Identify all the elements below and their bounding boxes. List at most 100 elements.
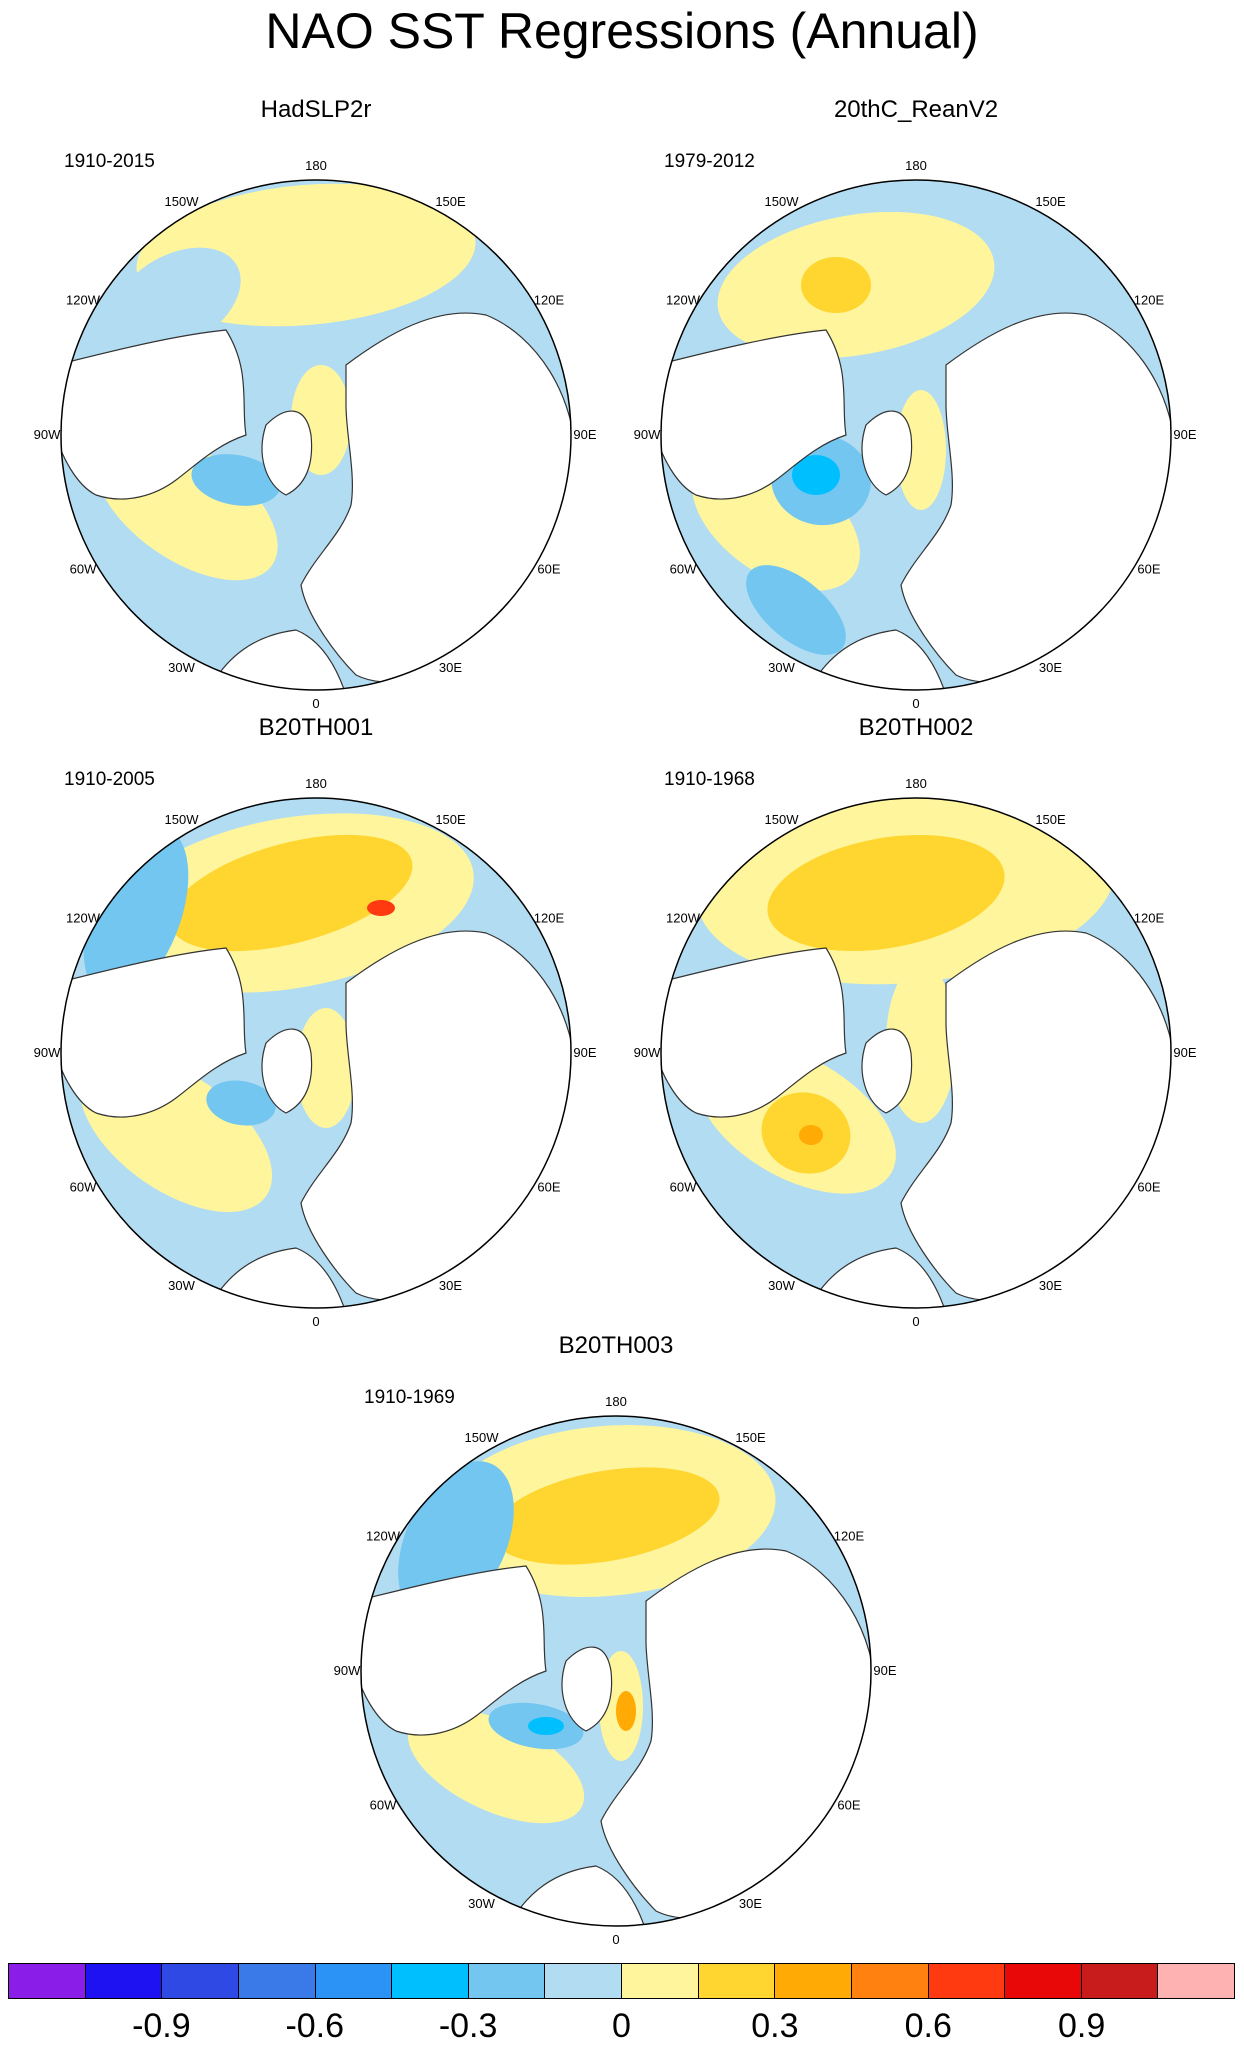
colorbar-tick-label: 0.9 [1057, 2007, 1106, 2045]
colorbar-box [392, 1964, 469, 1998]
longitude-label: 150E [1035, 812, 1066, 827]
north-america-landmass [61, 947, 247, 1118]
north-america-landmass [61, 329, 247, 500]
atlantic-spot-anomaly [799, 1125, 823, 1145]
longitude-label: 120W [666, 293, 701, 308]
longitude-label: 180 [305, 776, 327, 791]
map-boundary [60, 797, 572, 1309]
nordic-core-positive-anomaly [616, 1691, 636, 1731]
longitude-label: 60W [670, 562, 697, 577]
nordic-positive-anomaly [296, 1008, 356, 1128]
colorbar-box [1081, 1964, 1159, 1998]
colorbar-box [9, 1964, 86, 1998]
longitude-label: 60E [537, 562, 560, 577]
north-america-landmass [661, 947, 847, 1118]
colorbar-box [315, 1964, 393, 1998]
longitude-label: 0 [912, 1314, 919, 1329]
polar-map: 180 150E 120E 90E 60E 30E 0 30W 60W 90W 120W 150W [334, 1394, 897, 1947]
longitude-label: 90W [634, 1045, 661, 1060]
kamchatka-strong-anomaly [367, 900, 395, 916]
longitude-label: 120W [66, 911, 101, 926]
panel-title: 20thC_ReanV2 [833, 96, 999, 123]
longitude-label: 0 [612, 1932, 619, 1947]
map-panel-20thc-reanv2: 20thC_ReanV2 1979-2012 180 150E 120E 90E 60E… [634, 95, 1197, 715]
longitude-label: 90W [34, 427, 61, 442]
colorbar-box [85, 1964, 163, 1998]
colorbar-box [1158, 1964, 1234, 1998]
polar-map: 180 150E 120E 90E 60E 30E 0 30W 60W 90W 120W 150W [634, 776, 1197, 1329]
map-boundary [360, 1415, 872, 1927]
colorbar-tick-label: 0 [612, 2007, 631, 2045]
colorbar-tick-label: 0.6 [904, 2007, 952, 2045]
longitude-label: 180 [905, 158, 927, 173]
longitude-label: 30E [439, 660, 462, 675]
longitude-label: 30E [739, 1896, 762, 1911]
polar-map: 180 150E 120E 90E 60E 30E 0 30W 60W 90W 120W 150W [34, 776, 597, 1329]
longitude-label: 120W [366, 1529, 401, 1544]
longitude-label: 150W [165, 812, 200, 827]
atlantic-positive-anomaly [407, 1708, 585, 1824]
longitude-label: 180 [305, 158, 327, 173]
polar-map: 180 150E 120E 90E 60E 30E 0 30W 60W 90W 120W 150W [634, 158, 1197, 711]
longitude-label: 30W [768, 660, 795, 675]
longitude-label: 30E [439, 1278, 462, 1293]
map-boundary [660, 179, 1172, 691]
atlantic-south-negative-anomaly [746, 565, 846, 655]
labrador-core-negative-anomaly [528, 1717, 564, 1735]
sst-field [661, 798, 1171, 1308]
labrador-negative-anomaly [191, 454, 281, 506]
longitude-label: 90E [1173, 1045, 1196, 1060]
sst-field [61, 180, 571, 690]
longitude-label: 90E [1173, 427, 1196, 442]
longitude-label: 60W [70, 562, 97, 577]
panel-title: HadSLP2r [260, 96, 372, 123]
map-panel-b20th002: B20TH002 1910-1968 180 150E 120E 90E 60E 30E 0… [634, 713, 1197, 1333]
longitude-label: 150W [765, 194, 800, 209]
labrador-core-negative-anomaly [792, 455, 840, 495]
pacific-negative-anomaly [111, 247, 241, 353]
longitude-label: 120E [1134, 293, 1165, 308]
map-boundary [60, 179, 572, 691]
map-panel-hadslp2r: HadSLP2r 1910-2015 180 150E 120E 90E 60E 30E 0… [34, 95, 597, 715]
colorbar-box [851, 1964, 929, 1998]
longitude-label: 90E [873, 1663, 896, 1678]
pacific-core-positive-anomaly [492, 1467, 720, 1565]
longitude-label: 30W [168, 660, 195, 675]
colorbar-tick-label: 0.3 [751, 2007, 799, 2045]
colorbar-box [622, 1964, 699, 1998]
pacific-core-positive-anomaly [801, 257, 871, 313]
longitude-label: 150W [765, 812, 800, 827]
longitude-label: 60E [1137, 1180, 1160, 1195]
longitude-label: 120E [1134, 911, 1165, 926]
greenland-landmass [261, 410, 313, 496]
longitude-label: 120E [534, 911, 565, 926]
colorbar [8, 1963, 1235, 1999]
longitude-label: 30W [468, 1896, 495, 1911]
longitude-label: 90W [634, 427, 661, 442]
longitude-label: 0 [312, 1314, 319, 1329]
colorbar-box [162, 1964, 239, 1998]
longitude-label: 30E [1039, 1278, 1062, 1293]
colorbar-tick-label: -0.6 [285, 2007, 345, 2045]
longitude-label: 150E [1035, 194, 1066, 209]
panel-period: 1910-1969 [364, 1387, 455, 1408]
longitude-label: 0 [912, 696, 919, 711]
greenland-landmass [561, 1646, 613, 1732]
longitude-label: 180 [905, 776, 927, 791]
labrador-negative-anomaly [206, 1080, 276, 1126]
longitude-label: 30W [168, 1278, 195, 1293]
colorbar-tick-label: -0.9 [132, 2007, 191, 2045]
panel-title: B20TH003 [558, 1332, 674, 1359]
longitude-label: 150E [435, 194, 466, 209]
panel-title: B20TH001 [258, 714, 374, 741]
longitude-label: 60E [1137, 562, 1160, 577]
longitude-label: 30E [1039, 660, 1062, 675]
figure-title: NAO SST Regressions (Annual) [265, 3, 979, 59]
sst-field [61, 798, 571, 1308]
longitude-label: 60W [370, 1798, 397, 1813]
longitude-label: 150W [165, 194, 200, 209]
colorbar-box [545, 1964, 622, 1998]
panel-period: 1979-2012 [664, 151, 755, 172]
north-america-landmass [661, 329, 847, 500]
nordic-positive-anomaly [896, 390, 946, 510]
